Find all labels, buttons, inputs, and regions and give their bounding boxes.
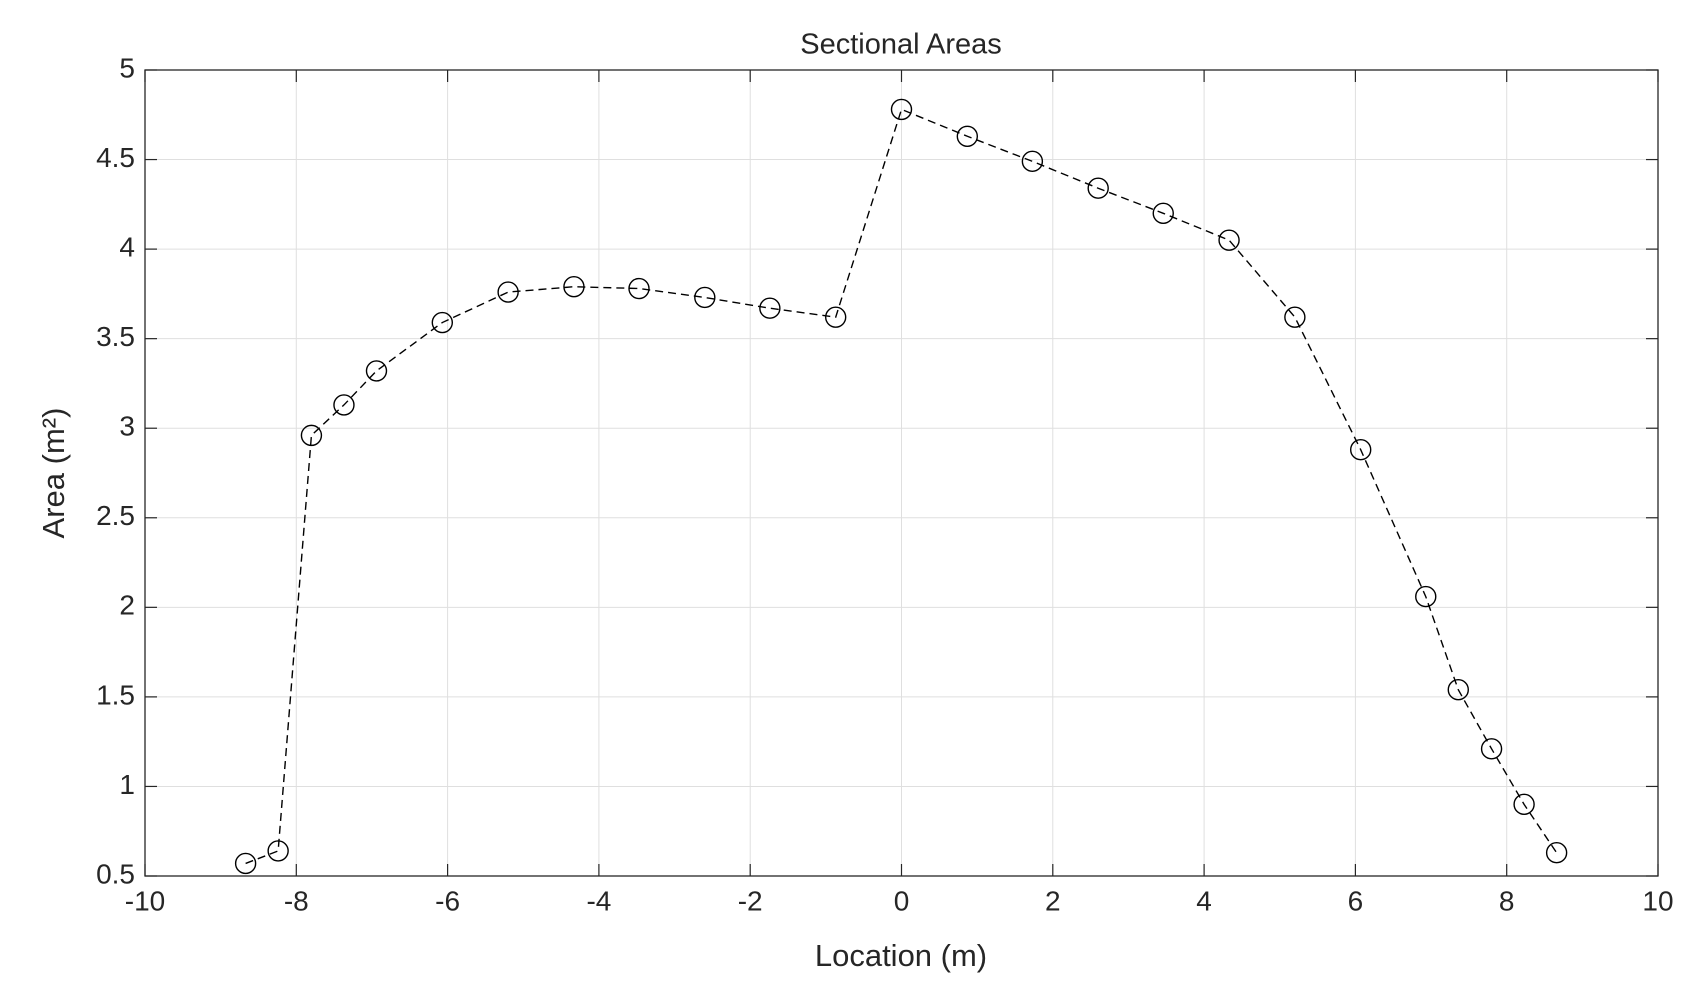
plot-frame bbox=[144, 69, 1659, 877]
data-point bbox=[824, 306, 847, 328]
y-tick-label: 2 bbox=[119, 590, 135, 621]
data-point bbox=[365, 360, 388, 382]
y-tick-label: 4.5 bbox=[96, 142, 135, 173]
x-tick-label: 10 bbox=[1642, 885, 1673, 916]
data-point bbox=[1545, 842, 1568, 864]
y-tick-label: 3 bbox=[119, 411, 135, 442]
data-point bbox=[1087, 177, 1109, 199]
data-point bbox=[300, 424, 323, 447]
y-tick-label: 2.5 bbox=[96, 500, 135, 531]
data-point bbox=[563, 276, 585, 298]
y-tick-label: 0.5 bbox=[96, 858, 135, 889]
chart-title: Sectional Areas bbox=[800, 29, 1002, 61]
x-axis-label: Location (m) bbox=[815, 938, 987, 973]
data-point bbox=[1513, 793, 1535, 816]
x-tick-label: -2 bbox=[738, 885, 763, 916]
data-point bbox=[890, 98, 913, 121]
data-point bbox=[956, 125, 979, 147]
x-tick-label: 0 bbox=[894, 885, 910, 916]
y-tick-label: 4 bbox=[119, 232, 135, 263]
data-point bbox=[431, 311, 454, 334]
data-point bbox=[1152, 202, 1174, 224]
data-point bbox=[267, 840, 289, 862]
y-tick-label: 1.5 bbox=[96, 679, 135, 710]
data-point bbox=[1021, 150, 1044, 173]
data-point bbox=[234, 852, 257, 875]
data-point bbox=[759, 297, 781, 319]
x-tick-label: -6 bbox=[435, 885, 460, 916]
data-point bbox=[628, 277, 650, 300]
x-tick-label: 8 bbox=[1499, 885, 1515, 916]
data-point bbox=[333, 394, 355, 416]
y-tick-label: 1 bbox=[119, 769, 135, 800]
x-tick-label: -4 bbox=[586, 885, 611, 916]
data-point bbox=[1480, 738, 1503, 760]
series-line bbox=[245, 108, 1558, 865]
x-tick-label: 6 bbox=[1348, 885, 1364, 916]
data-point bbox=[1447, 679, 1469, 701]
data-point bbox=[1415, 585, 1437, 608]
data-point bbox=[497, 281, 519, 303]
y-tick-label: 3.5 bbox=[96, 321, 135, 352]
y-tick-label: 5 bbox=[119, 52, 135, 83]
data-point bbox=[694, 286, 716, 309]
y-axis-label: Area (m²) bbox=[36, 408, 71, 539]
data-point bbox=[1349, 439, 1372, 461]
x-tick-label: 4 bbox=[1196, 885, 1212, 916]
x-tick-label: -8 bbox=[284, 885, 309, 916]
x-tick-label: -10 bbox=[125, 885, 165, 916]
data-point bbox=[1284, 306, 1306, 328]
x-tick-label: 2 bbox=[1045, 885, 1061, 916]
data-point bbox=[1218, 229, 1240, 251]
